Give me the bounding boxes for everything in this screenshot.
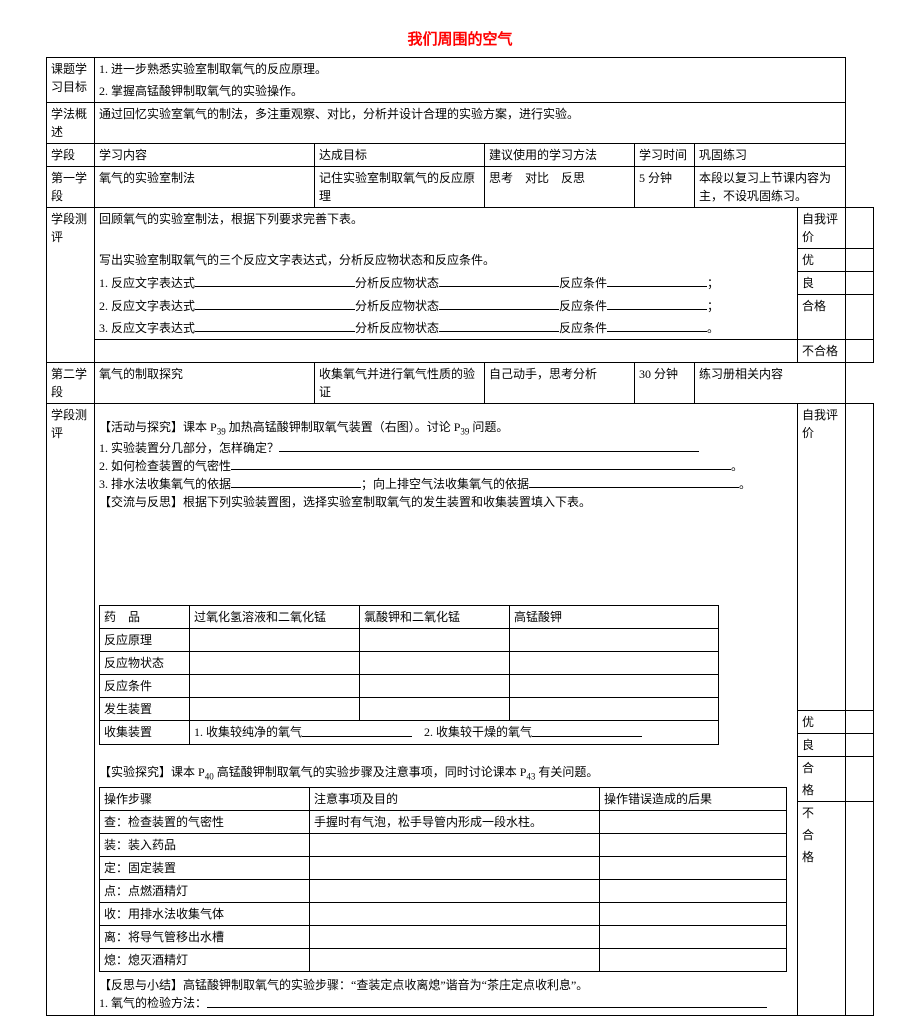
stage2-consolidate: 练习册相关内容 bbox=[695, 362, 846, 403]
t1-h4: 高锰酸钾 bbox=[510, 606, 719, 629]
eval1-spacer bbox=[95, 339, 798, 362]
self-you-blank-1 bbox=[846, 249, 874, 272]
t2-r2: 装：装入药品 bbox=[100, 834, 310, 857]
stage2-content: 氧气的制取探究 bbox=[95, 362, 315, 403]
self-eval-blank-2 bbox=[846, 403, 874, 710]
activity-q1: 1. 实验装置分几部分，怎样确定？ bbox=[99, 439, 793, 457]
self-he-2: 合 bbox=[798, 757, 846, 780]
self-he-2b: 合 bbox=[798, 824, 846, 846]
self-liang-blank-1 bbox=[846, 272, 874, 295]
hd-goal: 达成目标 bbox=[315, 144, 485, 167]
eval1-intro1: 回顾氧气的实验室制法，根据下列要求完善下表。 bbox=[95, 208, 798, 249]
self-buhege-blank-1 bbox=[846, 339, 874, 362]
stage2-label: 第二学段 bbox=[47, 362, 95, 403]
stage1-time: 5 分钟 bbox=[635, 167, 695, 208]
t2-r3: 定：固定装置 bbox=[100, 857, 310, 880]
t1-h1: 药 品 bbox=[100, 606, 190, 629]
reflect-q1: 1. 氧气的检验方法： bbox=[99, 994, 793, 1012]
self-eval-label-2: 自我评价 bbox=[798, 403, 846, 710]
method-label: 学法概述 bbox=[47, 103, 95, 144]
main-table: 课题学习目标 1. 进一步熟悉实验室制取氧气的反应原理。 2. 掌握高锰酸钾制取… bbox=[46, 57, 874, 1016]
self-you-2: 优 bbox=[798, 711, 846, 734]
stage1-consolidate: 本段以复习上节课内容为主，不设巩固练习。 bbox=[695, 167, 846, 208]
exchange-intro: 【交流与反思】根据下列实验装置图，选择实验室制取氧气的发生装置和收集装置填入下表… bbox=[99, 493, 793, 511]
self-eval-label-1: 自我评价 bbox=[798, 208, 846, 249]
eval1-intro2: 写出实验室制取氧气的三个反应文字表达式，分析反应物状态和反应条件。 bbox=[95, 249, 798, 272]
method-text: 通过回忆实验室氧气的制法，多注重观察、对比，分析并设计合理的实验方案，进行实验。 bbox=[95, 103, 846, 144]
self-hege-blank-1 bbox=[846, 295, 874, 340]
eval1-line1: 1. 反应文字表达式分析反应物状态反应条件； bbox=[95, 272, 798, 295]
stage2-method: 自己动手，思考分析 bbox=[485, 362, 635, 403]
self-liang-2: 良 bbox=[798, 734, 846, 757]
eval1-label: 学段测评 bbox=[47, 208, 95, 363]
stage1-label: 第一学段 bbox=[47, 167, 95, 208]
self-ge-2: 格 bbox=[798, 779, 846, 802]
eval1-line3: 3. 反应文字表达式分析反应物状态反应条件。 bbox=[95, 317, 798, 340]
t1-collect: 1. 收集较纯净的氧气 2. 收集较干燥的氧气 bbox=[190, 721, 719, 744]
eval1-line2: 2. 反应文字表达式分析反应物状态反应条件； bbox=[95, 295, 798, 317]
reflect-label: 【反思与小结】高锰酸钾制取氧气的实验步骤：“查装定点收离熄”谐音为“茶庄定点收利… bbox=[99, 976, 793, 994]
t2-h2: 注意事项及目的 bbox=[310, 788, 600, 811]
self-liang-1: 良 bbox=[798, 272, 846, 295]
stage2-goal: 收集氧气并进行氧气性质的验证 bbox=[315, 362, 485, 403]
self-buhege-1: 不合格 bbox=[798, 339, 846, 362]
self-bu-2: 不 bbox=[798, 802, 846, 825]
t1-r3: 反应条件 bbox=[100, 675, 190, 698]
activity-intro: 【活动与探究】课本 P39 加热高锰酸钾制取氧气装置（右图）。讨论 P39 问题… bbox=[99, 418, 793, 439]
stage1-content: 氧气的实验室制法 bbox=[95, 167, 315, 208]
t2-r6: 离：将导气管移出水槽 bbox=[100, 926, 310, 949]
hd-method: 建议使用的学习方法 bbox=[485, 144, 635, 167]
self-hege-1: 合格 bbox=[798, 295, 846, 340]
activity-q3: 3. 排水法收集氧气的依据；向上排空气法收集氧气的依据。 bbox=[99, 475, 793, 493]
t1-r1: 反应原理 bbox=[100, 629, 190, 652]
reagent-table: 药 品 过氧化氢溶液和二氧化锰 氯酸钾和二氧化锰 高锰酸钾 反应原理 反应物状态… bbox=[99, 605, 719, 744]
hd-consolidate: 巩固练习 bbox=[695, 144, 846, 167]
eval2-body: 【活动与探究】课本 P39 加热高锰酸钾制取氧气装置（右图）。讨论 P39 问题… bbox=[95, 403, 798, 1015]
activity-q2: 2. 如何检查装置的气密性。 bbox=[99, 457, 793, 475]
self-eval-blank-1 bbox=[846, 208, 874, 249]
hd-time: 学习时间 bbox=[635, 144, 695, 167]
procedure-table: 操作步骤 注意事项及目的 操作错误造成的后果 查：检查装置的气密性手握时有气泡，… bbox=[99, 787, 787, 972]
hd-stage: 学段 bbox=[47, 144, 95, 167]
stage1-method: 思考 对比 反思 bbox=[485, 167, 635, 208]
stage2-time: 30 分钟 bbox=[635, 362, 695, 403]
experiment-intro: 【实验探究】课本 P40 高锰酸钾制取氧气的实验步骤及注意事项，同时讨论课本 P… bbox=[99, 763, 793, 784]
t2-h1: 操作步骤 bbox=[100, 788, 310, 811]
t1-r5: 收集装置 bbox=[100, 721, 190, 744]
t2-r1b: 手握时有气泡，松手导管内形成一段水柱。 bbox=[310, 811, 600, 834]
hd-content: 学习内容 bbox=[95, 144, 315, 167]
t2-r7: 熄：熄灭酒精灯 bbox=[100, 949, 310, 972]
self-ge-2b: 格 bbox=[798, 846, 846, 1015]
t2-r4: 点：点燃酒精灯 bbox=[100, 880, 310, 903]
t2-r1a: 查：检查装置的气密性 bbox=[100, 811, 310, 834]
eval2-label: 学段测评 bbox=[47, 403, 95, 1015]
t1-r2: 反应物状态 bbox=[100, 652, 190, 675]
objectives-label: 课题学习目标 bbox=[47, 58, 95, 103]
t2-h3: 操作错误造成的后果 bbox=[600, 788, 787, 811]
self-you-1: 优 bbox=[798, 249, 846, 272]
objective-1: 1. 进一步熟悉实验室制取氧气的反应原理。 bbox=[95, 58, 846, 81]
t1-r4: 发生装置 bbox=[100, 698, 190, 721]
stage1-goal: 记住实验室制取氧气的反应原理 bbox=[315, 167, 485, 208]
t2-r5: 收：用排水法收集气体 bbox=[100, 903, 310, 926]
t1-h2: 过氧化氢溶液和二氧化锰 bbox=[190, 606, 360, 629]
page-title: 我们周围的空气 bbox=[46, 28, 874, 49]
objective-2: 2. 掌握高锰酸钾制取氧气的实验操作。 bbox=[95, 80, 846, 103]
t1-h3: 氯酸钾和二氧化锰 bbox=[360, 606, 510, 629]
